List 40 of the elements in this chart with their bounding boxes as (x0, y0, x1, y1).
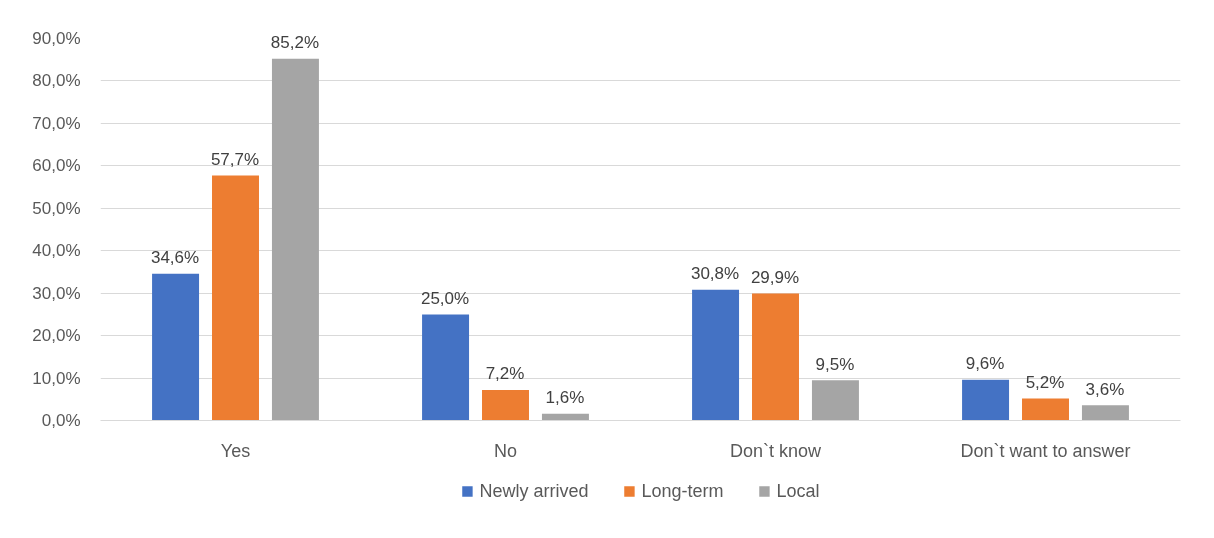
x-tick-label: Yes (220, 440, 251, 461)
bar (692, 289, 740, 421)
y-tick-label: 50,0% (32, 198, 81, 218)
bar (1022, 398, 1069, 421)
bar (422, 314, 470, 421)
y-tick-label: 60,0% (32, 156, 81, 176)
data-label: 3,6% (1085, 379, 1125, 400)
legend-label: Newly arrived (479, 480, 589, 502)
y-tick-label: 0,0% (41, 411, 81, 430)
bar (152, 273, 200, 421)
bar (752, 293, 799, 421)
x-tick-label: Don`t know (729, 440, 823, 461)
bar (962, 379, 1010, 421)
bar (811, 380, 859, 421)
data-label: 5,2% (1025, 372, 1065, 393)
y-tick-label: 30,0% (32, 283, 81, 303)
bar (1081, 405, 1129, 421)
y-tick-label: 70,0% (32, 113, 81, 133)
data-label: 30,8% (690, 264, 740, 285)
bar (482, 389, 529, 421)
data-label: 1,6% (545, 388, 585, 409)
legend-label: Long-term (641, 480, 724, 502)
data-label: 57,7% (210, 150, 260, 171)
data-label: 7,2% (485, 364, 525, 385)
y-tick-label: 40,0% (32, 241, 81, 261)
legend-label: Local (776, 480, 820, 502)
data-label: 25,0% (420, 288, 470, 309)
data-label: 85,2% (270, 33, 320, 54)
data-label: 34,6% (150, 248, 200, 269)
bar (271, 58, 319, 421)
y-tick-label: 80,0% (32, 71, 81, 91)
data-label: 9,6% (965, 354, 1005, 375)
y-tick-label: 90,0% (32, 29, 81, 48)
bar (212, 175, 259, 421)
x-tick-label: No (494, 440, 518, 461)
y-tick-label: 20,0% (32, 326, 81, 346)
data-label: 29,9% (750, 268, 800, 289)
data-label: 9,5% (815, 354, 855, 375)
y-tick-label: 10,0% (32, 368, 81, 388)
x-tick-label: Don`t want to answer (960, 440, 1131, 461)
